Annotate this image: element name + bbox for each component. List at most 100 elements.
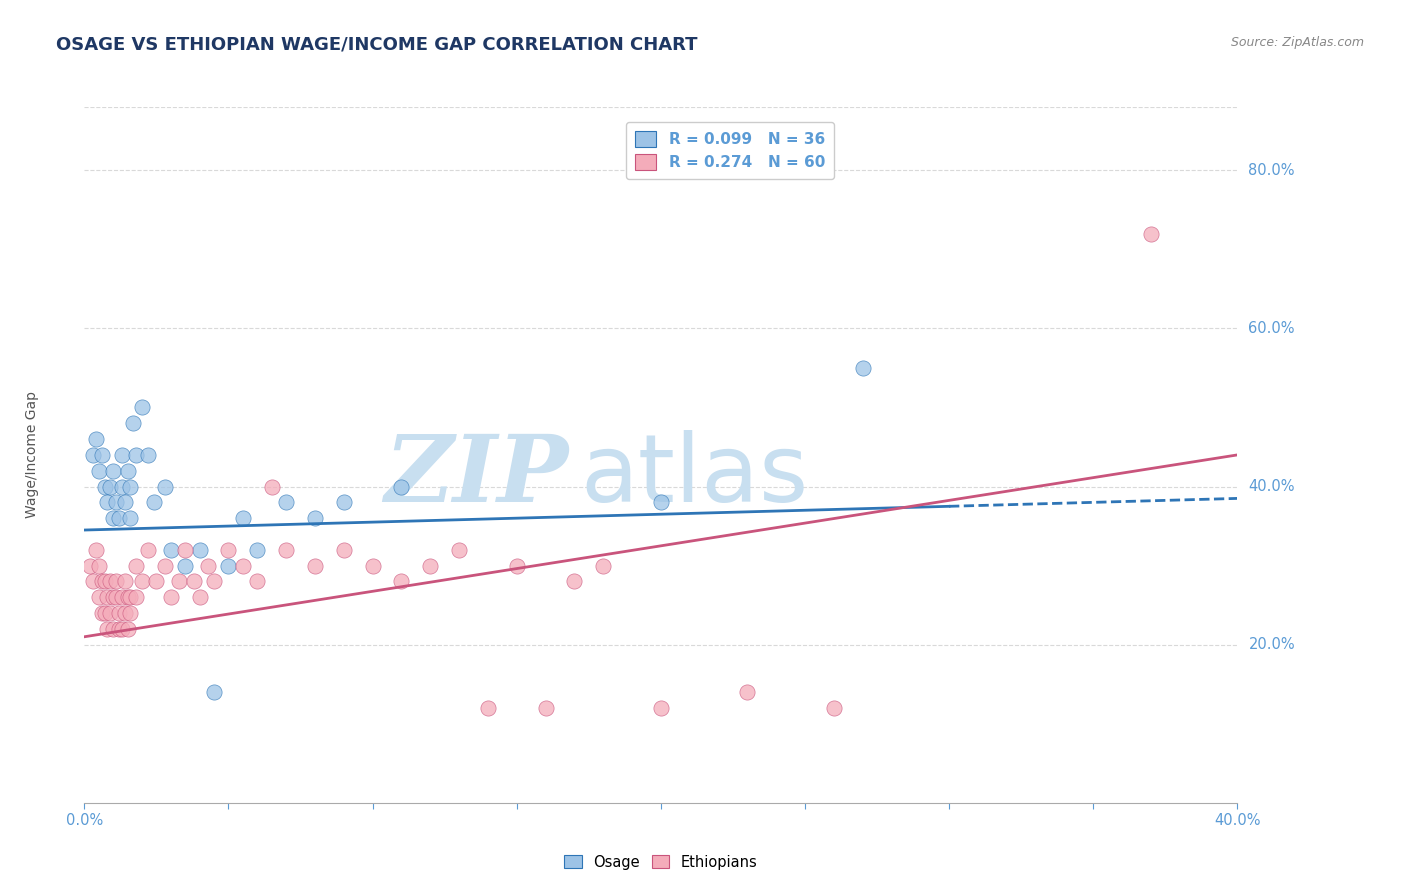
Point <box>304 511 326 525</box>
Point <box>332 495 354 509</box>
Point <box>1139 227 1161 241</box>
Point <box>202 685 225 699</box>
Point <box>183 574 205 589</box>
Point <box>103 464 124 478</box>
Point <box>131 574 153 589</box>
Point <box>174 542 197 557</box>
Point <box>117 622 139 636</box>
Point <box>332 542 354 557</box>
Text: 80.0%: 80.0% <box>1249 163 1295 178</box>
Point <box>419 558 441 573</box>
Point <box>108 606 131 620</box>
Point <box>82 448 104 462</box>
Point <box>96 591 118 605</box>
Text: 60.0%: 60.0% <box>1249 321 1295 336</box>
Point <box>506 558 529 573</box>
Point <box>79 558 101 573</box>
Point <box>160 542 183 557</box>
Point <box>650 495 672 509</box>
Point <box>87 558 110 573</box>
Point <box>120 591 142 605</box>
Point <box>87 591 110 605</box>
Point <box>111 591 134 605</box>
Point <box>96 622 118 636</box>
Point <box>737 685 759 699</box>
Point <box>125 558 148 573</box>
Point <box>105 591 128 605</box>
Point <box>98 574 121 589</box>
Text: OSAGE VS ETHIOPIAN WAGE/INCOME GAP CORRELATION CHART: OSAGE VS ETHIOPIAN WAGE/INCOME GAP CORRE… <box>56 36 697 54</box>
Point <box>84 542 107 557</box>
Point <box>260 479 283 493</box>
Point <box>217 558 239 573</box>
Point <box>111 448 134 462</box>
Point <box>534 701 557 715</box>
Point <box>823 701 845 715</box>
Point <box>93 479 115 493</box>
Text: atlas: atlas <box>581 430 808 522</box>
Point <box>103 511 124 525</box>
Point <box>142 495 165 509</box>
Point <box>217 542 239 557</box>
Point <box>145 574 167 589</box>
Point <box>105 495 128 509</box>
Point <box>160 591 183 605</box>
Point <box>120 511 142 525</box>
Point <box>103 622 124 636</box>
Point <box>96 495 118 509</box>
Text: ZIP: ZIP <box>384 431 568 521</box>
Point <box>232 558 254 573</box>
Point <box>108 622 131 636</box>
Point <box>232 511 254 525</box>
Text: 40.0%: 40.0% <box>1249 479 1295 494</box>
Point <box>114 606 136 620</box>
Point <box>90 448 112 462</box>
Point <box>98 479 121 493</box>
Text: Source: ZipAtlas.com: Source: ZipAtlas.com <box>1230 36 1364 49</box>
Point <box>153 558 176 573</box>
Point <box>562 574 586 589</box>
Point <box>117 591 139 605</box>
Legend: R = 0.099   N = 36, R = 0.274   N = 60: R = 0.099 N = 36, R = 0.274 N = 60 <box>626 121 834 179</box>
Point <box>84 432 107 446</box>
Point <box>93 574 115 589</box>
Point <box>90 606 112 620</box>
Point <box>197 558 219 573</box>
Point <box>82 574 104 589</box>
Point <box>125 448 148 462</box>
Point <box>391 479 413 493</box>
Point <box>274 542 298 557</box>
Point <box>188 542 211 557</box>
Point <box>114 574 136 589</box>
Text: Wage/Income Gap: Wage/Income Gap <box>25 392 39 518</box>
Point <box>120 606 142 620</box>
Point <box>246 574 269 589</box>
Point <box>650 701 672 715</box>
Text: 20.0%: 20.0% <box>1249 637 1295 652</box>
Point <box>852 360 875 375</box>
Point <box>274 495 298 509</box>
Point <box>174 558 197 573</box>
Point <box>87 464 110 478</box>
Point <box>188 591 211 605</box>
Point <box>108 511 131 525</box>
Point <box>246 542 269 557</box>
Point <box>98 606 121 620</box>
Point <box>169 574 191 589</box>
Point <box>90 574 112 589</box>
Point <box>136 448 159 462</box>
Point <box>131 401 153 415</box>
Point <box>111 622 134 636</box>
Point <box>153 479 176 493</box>
Point <box>111 479 134 493</box>
Legend: Osage, Ethiopians: Osage, Ethiopians <box>558 849 763 876</box>
Point <box>105 574 128 589</box>
Point <box>447 542 470 557</box>
Point <box>93 606 115 620</box>
Point <box>477 701 499 715</box>
Point <box>117 464 139 478</box>
Point <box>125 591 148 605</box>
Point <box>120 479 142 493</box>
Point <box>122 417 145 431</box>
Point <box>114 495 136 509</box>
